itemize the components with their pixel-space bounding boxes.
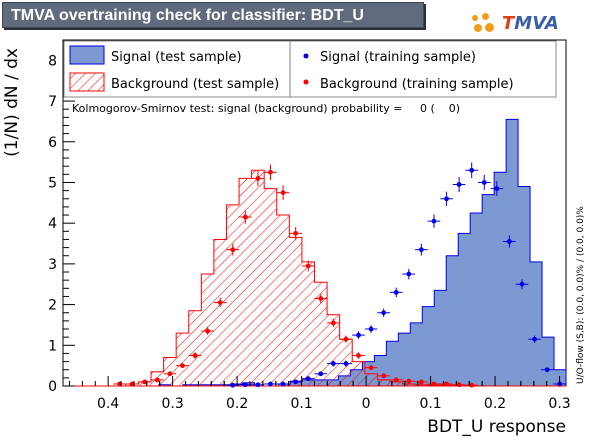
background-training-marker-point — [154, 377, 160, 383]
signal-training-marker-point — [418, 247, 424, 253]
background-training-marker-point — [242, 214, 248, 220]
signal-training-marker-group — [226, 162, 566, 388]
signal-training-marker-point — [318, 371, 324, 377]
background-training-marker-point — [393, 377, 399, 383]
x-axis-label: BDT_U response — [427, 417, 566, 437]
signal-training-marker-point — [456, 182, 462, 187]
signal-training-marker-point — [494, 186, 500, 191]
background-training-marker-point — [142, 379, 148, 385]
signal-training-marker-point — [507, 239, 512, 244]
background-training-marker-point — [356, 353, 361, 358]
background-training-marker-point — [217, 300, 223, 305]
background-training-marker-group — [113, 164, 478, 388]
signal-training-marker-point — [268, 381, 273, 387]
x-tick-label: 0 — [362, 396, 371, 412]
background-training-marker-point — [230, 247, 236, 253]
legend-training-box — [289, 40, 557, 98]
background-test-histogram — [63, 169, 566, 387]
x-tick-label: 0.3 — [161, 396, 183, 412]
plot-title: TMVA overtraining check for classifier: … — [11, 7, 364, 24]
legend-background-test-swatch — [69, 72, 105, 92]
background-training-marker-point — [444, 381, 449, 387]
x-tick-label: 0.2 — [484, 396, 506, 412]
y-tick-label: 4 — [48, 216, 57, 232]
background-training-marker-point — [205, 328, 211, 334]
legend-background-test-label: Background (test sample) — [111, 77, 279, 92]
background-training-marker-point — [418, 379, 424, 385]
background-training-marker-point — [305, 263, 311, 269]
signal-training-marker-point — [519, 281, 525, 287]
signal-training-marker-point — [293, 379, 299, 385]
background-training-marker-point — [180, 363, 185, 369]
legend-signal-training-marker — [303, 53, 309, 59]
y-tick-label: 3 — [48, 257, 57, 273]
x-tick-label: 0.3 — [548, 396, 570, 412]
signal-training-marker-point — [368, 326, 374, 332]
legend-background-training-label: Background (training sample) — [320, 77, 514, 92]
x-tick-label: 0.1 — [419, 396, 441, 412]
y-tick-label: 1 — [48, 338, 57, 354]
background-training-marker-point — [368, 365, 374, 371]
background-training-marker-point — [318, 296, 324, 301]
signal-training-marker-point — [305, 376, 311, 382]
background-training-marker-point — [343, 336, 349, 342]
background-training-marker-point — [381, 373, 387, 379]
background-training-marker-point — [268, 169, 273, 175]
background-training-marker-point — [431, 381, 437, 387]
y-axis-label: (1/N) dN / dx — [2, 48, 22, 157]
x-tick-label: 0.1 — [290, 396, 312, 412]
signal-training-marker-point — [280, 381, 286, 387]
signal-training-marker-point — [431, 218, 437, 224]
y-tick-label: 5 — [48, 175, 57, 191]
signal-training-marker-point — [381, 310, 387, 316]
background-training-marker-point — [330, 320, 336, 326]
y-tick-label: 7 — [48, 94, 57, 110]
logo-text: TMVA — [502, 12, 559, 34]
background-training-marker-point — [293, 230, 299, 236]
y-tick-label: 6 — [48, 135, 57, 151]
background-training-marker-point — [469, 382, 475, 388]
x-tick-label: 0.4 — [97, 396, 119, 412]
background-training-marker-point — [280, 190, 286, 196]
legend-background-training-marker — [303, 79, 309, 85]
signal-training-marker-point — [255, 382, 261, 388]
background-training-marker-point — [456, 382, 462, 388]
signal-training-marker-point — [242, 382, 248, 388]
tmva-logo: TMVA — [470, 10, 592, 36]
background-training-marker-point — [167, 371, 173, 377]
signal-training-marker-point — [356, 332, 361, 338]
signal-training-marker-point — [544, 367, 550, 373]
background-training-marker-point — [129, 381, 135, 387]
signal-training-marker-point — [406, 271, 412, 277]
signal-training-marker-point — [444, 196, 449, 202]
y-tick-label: 0 — [48, 379, 57, 395]
signal-training-marker-point — [481, 180, 487, 185]
signal-training-marker-point — [343, 361, 349, 367]
legend-signal-test-label: Signal (test sample) — [111, 50, 242, 65]
signal-training-marker-point — [393, 289, 399, 295]
y-tick-label: 2 — [48, 298, 57, 314]
x-tick-label: 0.2 — [226, 396, 248, 412]
y-tick-label: 8 — [48, 53, 57, 69]
background-training-marker-point — [192, 353, 198, 358]
legend-signal-training-label: Signal (training sample) — [320, 50, 476, 65]
logo-dots-icon — [470, 11, 500, 35]
overflow-text: U/O-flow (S,B): (0.0, 0.0)% / (0.0, 0.0)… — [576, 206, 586, 384]
legend-signal-test-swatch — [69, 45, 105, 65]
signal-training-marker-point — [230, 382, 236, 388]
ks-test-text: Kolmogorov-Smirnov test: signal (backgro… — [72, 102, 460, 115]
signal-training-marker-point — [330, 361, 336, 367]
background-training-marker-point — [255, 176, 261, 181]
signal-training-marker-point — [532, 336, 537, 342]
signal-training-marker-point — [469, 167, 475, 173]
background-training-marker-point — [406, 378, 412, 384]
plot-title-banner: TMVA overtraining check for classifier: … — [2, 2, 424, 28]
